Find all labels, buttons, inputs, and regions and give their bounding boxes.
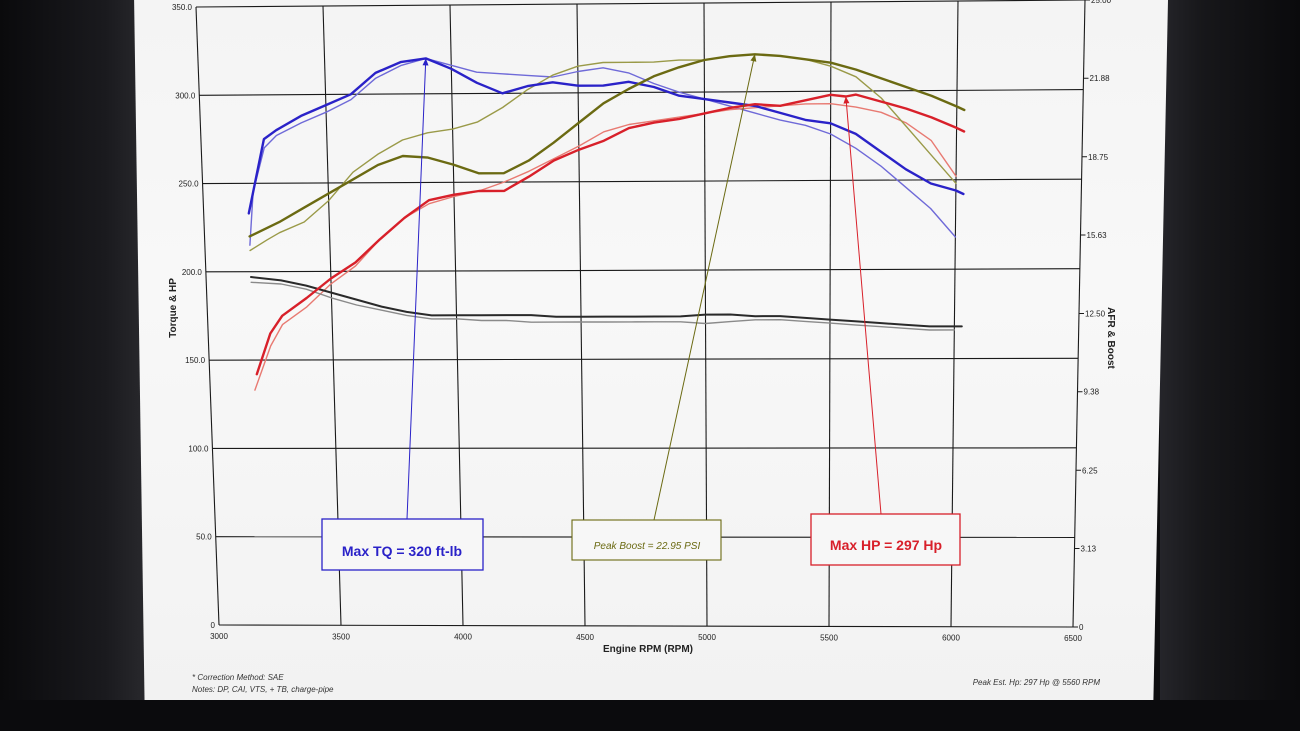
y-tick-label-right: 3.13 [1081,544,1097,553]
x-tick-label: 5000 [698,633,716,642]
series-line-boost2 [249,53,957,252]
pointer-arrow-max_hp [843,96,850,104]
gridline-y [212,447,1077,449]
peak-boost-box: Peak Boost = 22.95 PSI [571,519,722,561]
y-axis-title-left: Torque & HP [168,278,179,338]
y-tick-label-right: 9.38 [1084,388,1100,397]
series-line-tq2 [249,57,957,246]
x-tick-label: 4500 [576,633,594,642]
x-tick-label: 6500 [1064,634,1082,643]
pointer-max_hp [845,96,882,515]
max-hp-label: Max HP = 297 Hp [830,537,942,553]
series-line-hp2 [254,102,957,391]
peak-estimate: Peak Est. Hp: 297 Hp @ 5560 RPM [973,678,1101,687]
correction-note: * Correction Method: SAE [192,673,284,682]
series-line-tq [247,57,965,215]
gridline-y [205,268,1080,273]
y-tick-label-right: 0 [1079,623,1084,632]
annotation-pointers [406,54,882,521]
y-tick-label-left: 150.0 [185,356,206,365]
x-tick-label: 3000 [210,632,228,641]
pointer-arrow-max_tq [422,58,429,66]
y-tick-label-right: 12.50 [1085,310,1106,319]
y-tick-label-right: 21.88 [1090,74,1111,83]
monitor-bezel-right [1160,0,1300,731]
dyno-printout [134,0,1168,708]
series-line-afr2 [250,281,955,331]
tick-labels: 3000 3500 4000 4500 5000 5500 6000 6500 0 50.0 100… [172,0,1112,643]
monitor-bezel-left [0,0,150,731]
gridline-y [199,89,1084,96]
y-tick-label-left: 0 [211,621,216,630]
gridline-y [218,624,1074,628]
x-tick-label: 6000 [942,634,960,643]
pointer-arrow-peak_boost [750,54,757,62]
x-tick-label: 5500 [820,633,838,642]
y-tick-label-left: 50.0 [196,533,212,542]
pointer-max_tq [406,58,427,520]
y-tick-label-left: 250.0 [179,180,200,189]
pointer-peak_boost [653,54,756,521]
y-tick-label-left: 100.0 [188,444,209,453]
x-axis-title: Engine RPM (RPM) [603,644,693,655]
max-tq-label: Max TQ = 320 ft-lb [342,543,462,559]
y-tick-label-left: 300.0 [175,91,196,100]
y-tick-label-right: 6.25 [1082,466,1098,475]
max-tq-box: Max TQ = 320 ft-lb [321,518,484,571]
y-tick-label-left: 200.0 [182,268,203,277]
series-line-afr [250,276,963,328]
gridline-y [202,178,1082,185]
y-axis-title-right: AFR & Boost [1105,307,1116,369]
gridline-x [195,6,220,626]
series-layer [247,53,966,391]
x-tick-label: 3500 [332,632,350,641]
series-line-hp [255,93,966,376]
max-hp-box: Max HP = 297 Hp [810,513,961,566]
gridline-y [209,357,1079,361]
peak-boost-label: Peak Boost = 22.95 PSI [594,541,701,552]
series-line-boost [248,53,966,238]
monitor-bezel-bottom [0,700,1300,731]
x-tick-label: 4000 [454,633,472,642]
build-notes: Notes: DP, CAI, VTS, + TB, charge-pipe [192,685,334,694]
gridline-y [195,0,1086,8]
y-tick-label-right: 18.75 [1088,153,1109,162]
y-tick-label-right: 15.63 [1087,231,1108,240]
y-tick-label-left: 350.0 [172,3,193,12]
y-tick-label-right: 25.00 [1091,0,1112,5]
